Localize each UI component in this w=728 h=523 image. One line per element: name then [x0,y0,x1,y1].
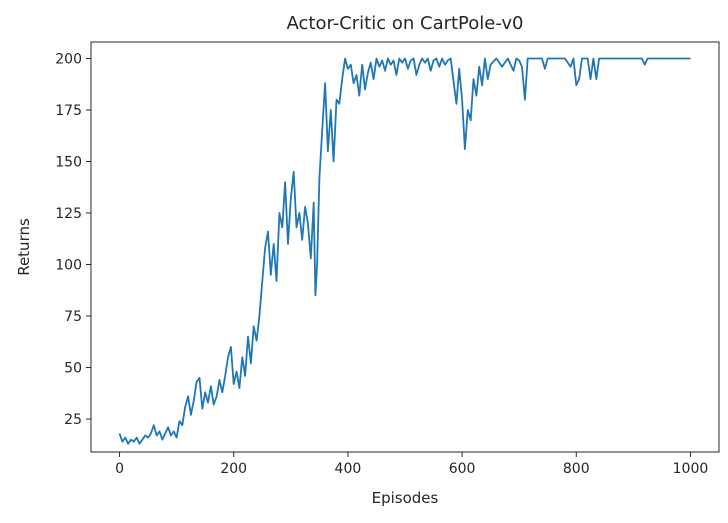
y-tick-label: 75 [64,309,82,325]
x-tick-label: 800 [563,461,590,477]
x-tick-label: 400 [335,461,362,477]
x-tick-label: 600 [449,461,476,477]
x-tick-label: 0 [115,461,124,477]
x-tick-label: 200 [220,461,247,477]
y-tick-label: 25 [64,412,82,428]
y-axis-ticks: 25 50 75 100 125 150 175 200 [55,51,91,428]
y-tick-label: 150 [55,154,82,170]
y-tick-label: 100 [55,258,82,274]
x-axis-label: Episodes [372,489,439,507]
plot-frame [90,41,720,453]
y-tick-label: 175 [55,103,82,119]
series-line-returns [118,57,691,445]
x-tick-label: 1000 [673,461,709,477]
y-axis-label: Returns [15,218,33,276]
x-axis-ticks: 0 200 400 600 800 1000 [115,452,708,477]
y-tick-label: 50 [64,361,82,377]
chart-title: Actor-Critic on CartPole-v0 [287,13,524,34]
y-tick-label: 125 [55,206,82,222]
y-tick-label: 200 [55,51,82,67]
